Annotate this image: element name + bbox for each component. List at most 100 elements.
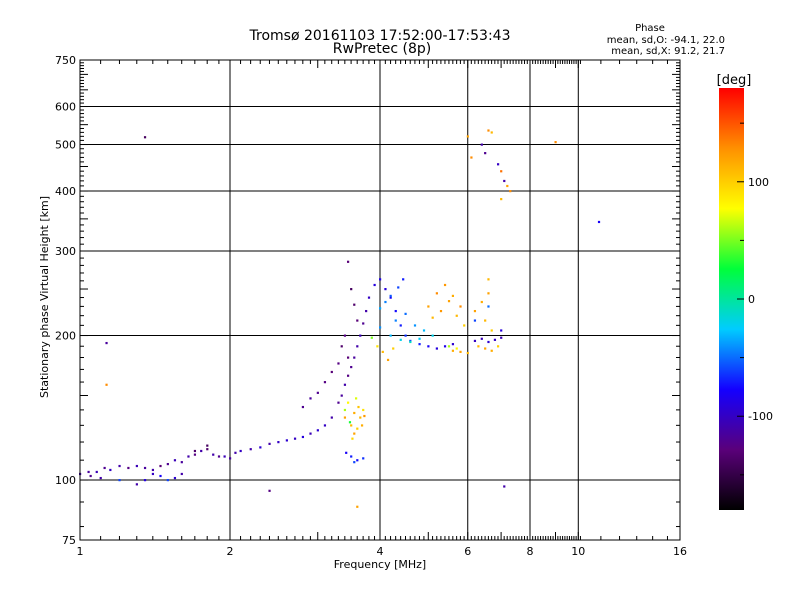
y-tick-label: 300 bbox=[55, 245, 76, 258]
data-point bbox=[345, 451, 348, 454]
data-point bbox=[343, 416, 347, 419]
data-point bbox=[323, 381, 327, 384]
x-axis-label: Frequency [MHz] bbox=[334, 558, 426, 571]
data-point bbox=[399, 338, 402, 341]
data-points bbox=[79, 129, 601, 508]
data-point bbox=[359, 334, 362, 337]
data-point bbox=[239, 449, 242, 453]
data-point bbox=[259, 446, 262, 449]
data-point bbox=[351, 437, 354, 440]
data-point bbox=[431, 334, 434, 337]
data-point bbox=[173, 476, 177, 480]
data-point bbox=[365, 309, 368, 313]
data-point bbox=[473, 319, 477, 322]
data-point bbox=[477, 345, 480, 348]
data-point bbox=[484, 319, 487, 322]
data-point bbox=[480, 300, 483, 304]
x-tick-label: 1 bbox=[77, 545, 84, 558]
data-point bbox=[193, 453, 197, 456]
data-point bbox=[105, 341, 108, 345]
data-point bbox=[348, 421, 352, 424]
y-tick-label: 600 bbox=[55, 101, 76, 114]
phase-info-title: Phase bbox=[635, 23, 665, 34]
data-point bbox=[109, 468, 112, 472]
data-point bbox=[443, 283, 447, 287]
data-point bbox=[466, 351, 469, 355]
colorbar-tick-label: 100 bbox=[748, 176, 769, 189]
data-point bbox=[301, 435, 305, 439]
data-point bbox=[356, 505, 359, 508]
x-tick-label: 8 bbox=[527, 545, 534, 558]
data-point bbox=[143, 466, 147, 470]
data-point bbox=[362, 408, 365, 412]
data-point bbox=[480, 143, 483, 146]
data-point bbox=[330, 370, 333, 374]
data-point bbox=[480, 337, 483, 340]
data-point bbox=[229, 457, 232, 460]
data-point bbox=[484, 347, 487, 350]
data-point bbox=[379, 278, 382, 281]
data-point bbox=[135, 464, 138, 468]
x-tick-label: 2 bbox=[227, 545, 234, 558]
data-point bbox=[443, 345, 447, 348]
data-point bbox=[346, 374, 350, 377]
y-tick-label: 100 bbox=[55, 474, 76, 487]
data-point bbox=[346, 260, 350, 263]
data-point bbox=[277, 441, 280, 444]
data-point bbox=[394, 319, 397, 322]
data-point bbox=[397, 286, 400, 289]
data-point bbox=[268, 442, 271, 445]
data-point bbox=[404, 312, 407, 315]
data-point bbox=[346, 356, 350, 359]
data-point bbox=[394, 309, 397, 313]
data-point bbox=[503, 485, 506, 488]
data-point bbox=[384, 300, 387, 304]
data-point bbox=[95, 470, 98, 474]
data-point bbox=[496, 163, 500, 166]
data-point bbox=[354, 397, 358, 400]
data-point bbox=[413, 324, 417, 327]
data-point bbox=[103, 466, 106, 470]
data-point bbox=[212, 453, 215, 456]
data-point bbox=[343, 334, 347, 337]
data-point bbox=[151, 468, 155, 472]
data-point bbox=[346, 401, 350, 404]
data-point bbox=[399, 324, 402, 327]
data-point bbox=[337, 401, 340, 404]
axis-ticks: 1 2 4 6 8 10 16 75 100 200 300 400 500 600 750 bbox=[55, 54, 687, 558]
data-point bbox=[159, 464, 162, 468]
x-tick-label: 4 bbox=[377, 545, 384, 558]
data-point bbox=[340, 345, 343, 348]
data-point bbox=[427, 345, 430, 348]
data-point bbox=[496, 345, 500, 348]
data-point bbox=[206, 448, 209, 451]
data-point bbox=[151, 472, 155, 476]
data-point bbox=[180, 472, 183, 476]
y-tick-label: 500 bbox=[55, 139, 76, 152]
data-point bbox=[463, 324, 466, 327]
data-point bbox=[360, 424, 364, 427]
data-point bbox=[337, 362, 340, 365]
phase-info-o: mean, sd,O: -94.1, 22.0 bbox=[607, 35, 725, 46]
data-point bbox=[143, 136, 147, 139]
data-point bbox=[105, 383, 108, 386]
y-tick-label: 750 bbox=[55, 54, 76, 67]
colorbar-ticks: -100 0 100 bbox=[737, 122, 773, 476]
data-point bbox=[500, 198, 503, 201]
data-point bbox=[439, 309, 443, 313]
data-point bbox=[166, 462, 169, 466]
data-point bbox=[362, 322, 365, 325]
data-point bbox=[376, 345, 379, 348]
chart-title: Tromsø 20161103 17:52:00-17:53:43 bbox=[249, 28, 511, 44]
data-point bbox=[118, 464, 121, 468]
colorbar-tick-label: -100 bbox=[748, 410, 773, 423]
data-point bbox=[503, 179, 506, 183]
data-point bbox=[166, 479, 169, 482]
data-point bbox=[451, 294, 455, 297]
x-tick-label: 10 bbox=[571, 545, 585, 558]
data-point bbox=[435, 292, 438, 295]
data-point bbox=[180, 461, 183, 464]
data-point bbox=[343, 383, 347, 386]
data-point bbox=[431, 316, 434, 319]
data-point bbox=[422, 329, 426, 332]
